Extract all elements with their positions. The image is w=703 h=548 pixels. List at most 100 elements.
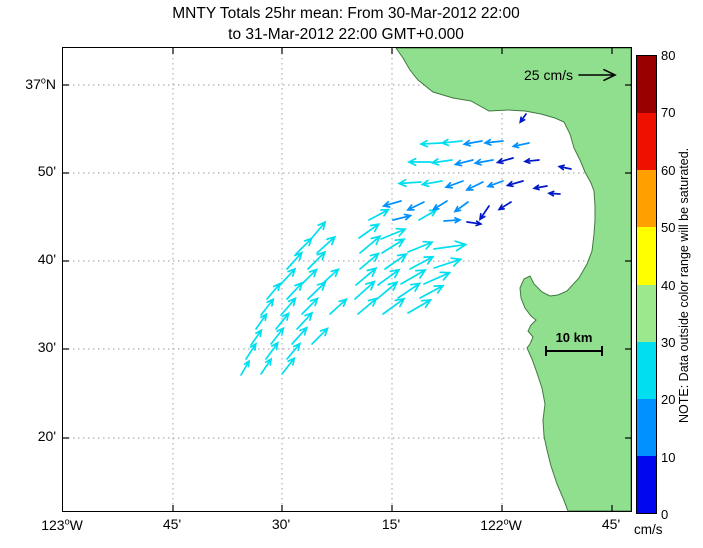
longitude-tick-label: 15' — [381, 516, 401, 532]
current-vector — [433, 257, 463, 269]
current-vector — [376, 281, 399, 300]
current-vector — [265, 341, 279, 360]
longitude-tick-label: 45' — [162, 516, 182, 532]
colorbar-tick-label: 80 — [661, 48, 676, 63]
current-vector — [377, 268, 401, 286]
current-vector — [547, 190, 561, 197]
current-vector — [381, 200, 402, 208]
current-vector — [406, 201, 425, 211]
current-vector — [281, 356, 296, 375]
colorbar-tick-label: 50 — [661, 220, 676, 236]
plot-title-line1: MNTY Totals 25hr mean: From 30-Mar-2012 … — [172, 5, 520, 22]
current-vector — [511, 142, 530, 149]
current-vector — [280, 296, 297, 316]
current-vector — [419, 139, 442, 148]
current-vector — [483, 138, 504, 146]
colorbar-band — [637, 341, 656, 399]
latitude-tick-label: 37oN — [25, 75, 56, 92]
current-vector — [431, 200, 448, 211]
latitude-tick-label: 20' — [37, 428, 56, 444]
current-vector — [397, 178, 422, 188]
current-vector — [466, 220, 483, 227]
current-vector — [418, 209, 439, 221]
current-vector — [279, 267, 297, 286]
current-vector — [407, 240, 434, 253]
current-vector — [295, 237, 313, 255]
latitude-tick-label: 40' — [37, 251, 56, 267]
current-vector — [420, 179, 443, 188]
colorbar-band — [637, 227, 656, 285]
current-vector — [368, 208, 391, 221]
current-vector — [358, 223, 381, 239]
current-vector — [311, 327, 329, 345]
colorbar-tick-label: 30 — [661, 334, 676, 350]
current-vector — [266, 282, 282, 300]
scale-bar-label: 10 km — [556, 330, 593, 345]
colorbar-band — [637, 455, 656, 513]
current-vector — [443, 217, 462, 224]
colorbar-saturation-note: NOTE: Data outside color range will be s… — [677, 147, 691, 423]
reference-arrow-label: 25 cm/s — [524, 67, 573, 83]
current-vector — [400, 269, 427, 285]
vector-map-canvas: 25 cm/s 10 km — [63, 48, 631, 511]
current-vector — [307, 250, 327, 270]
current-vector — [316, 235, 337, 254]
current-vector — [245, 342, 257, 360]
current-vector — [532, 184, 548, 191]
colorbar-tick-label: 40 — [661, 277, 676, 293]
current-vector — [359, 235, 382, 254]
current-vector — [557, 164, 572, 171]
current-vector — [291, 326, 309, 345]
longitude-tick-label: 123oW — [41, 516, 83, 533]
colorbar-unit-label: cm/s — [634, 522, 663, 537]
current-vector — [497, 201, 512, 211]
colorbar-band — [637, 284, 656, 342]
colorbar-tick-label: 60 — [661, 162, 676, 178]
speed-colorbar — [636, 55, 657, 514]
current-vector — [473, 158, 494, 166]
current-vector — [382, 297, 406, 315]
current-vector — [444, 180, 464, 189]
colorbar-band — [637, 398, 656, 456]
current-vector — [286, 342, 302, 360]
current-vector — [329, 297, 348, 315]
current-vector — [260, 357, 273, 375]
current-vector — [478, 205, 490, 221]
current-vector — [505, 180, 524, 188]
current-vector — [419, 284, 445, 299]
current-vector — [523, 157, 540, 165]
current-vector — [486, 180, 504, 188]
current-vector — [300, 268, 318, 286]
longitude-tick-label: 30' — [271, 516, 291, 532]
current-vector — [355, 267, 378, 286]
latitude-tick-label: 50' — [37, 163, 56, 179]
current-vector — [354, 280, 376, 300]
current-vector — [255, 312, 268, 330]
current-vector — [286, 281, 304, 300]
colorbar-band — [637, 113, 656, 171]
current-vector — [519, 113, 527, 124]
current-vector — [310, 220, 327, 240]
latitude-tick-label: 30' — [37, 339, 56, 355]
current-vector — [409, 255, 435, 270]
colorbar-tick-label: 70 — [661, 105, 676, 121]
current-vector — [462, 139, 483, 147]
current-vector — [453, 201, 469, 213]
current-vector — [465, 181, 484, 191]
current-vector — [384, 252, 408, 270]
current-vector — [423, 271, 452, 285]
current-vector — [430, 158, 453, 166]
current-vector — [321, 267, 340, 285]
current-vector — [275, 311, 290, 330]
current-vector — [260, 297, 275, 316]
current-vector — [397, 282, 422, 299]
reference-arrow — [578, 68, 617, 82]
current-vector — [301, 297, 319, 315]
map-plot-area: 25 cm/s 10 km — [62, 47, 632, 512]
current-vector — [495, 157, 514, 165]
colorbar-tick-label: 20 — [661, 392, 676, 408]
current-vector — [357, 297, 378, 315]
colorbar-band — [637, 56, 656, 114]
current-vector — [296, 311, 314, 330]
